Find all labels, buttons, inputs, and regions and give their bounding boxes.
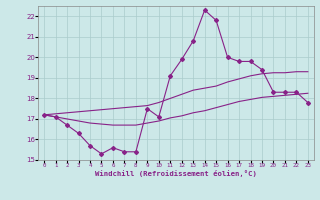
- X-axis label: Windchill (Refroidissement éolien,°C): Windchill (Refroidissement éolien,°C): [95, 170, 257, 177]
